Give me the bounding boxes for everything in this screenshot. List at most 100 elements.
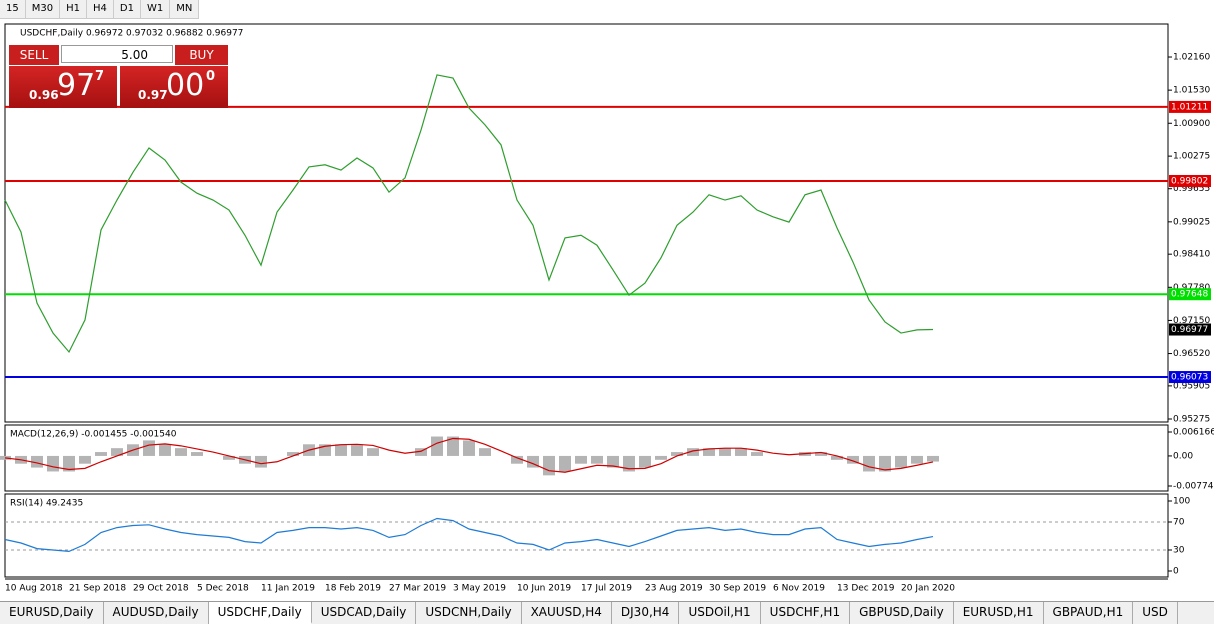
timeframe-button[interactable]: H1 [60,0,87,18]
y-tick-label: 0.98410 [1173,250,1210,260]
timeframe-button[interactable]: W1 [141,0,171,18]
chart-tab[interactable]: USDCHF,H1 [761,602,851,624]
timeframe-button[interactable]: 15 [0,0,26,18]
y-tick-label: 0.99025 [1173,217,1210,227]
x-tick-label: 20 Jan 2020 [901,584,955,594]
histogram-bar [159,444,171,456]
x-tick-label: 21 Sep 2018 [69,584,126,594]
x-tick-label: 11 Jan 2019 [261,584,315,594]
level-label-box [1169,371,1211,384]
timeframe-button[interactable]: H4 [87,0,114,18]
histogram-bar [927,455,939,462]
histogram-bar [335,444,347,456]
histogram-bar [719,448,731,456]
chart-tab[interactable]: USDCHF,Daily [208,602,312,624]
chart-tab[interactable]: USDCNH,Daily [416,602,522,624]
y-tick-label: 0 [1173,567,1179,577]
histogram-bar [607,455,619,468]
price-frac: 7 [95,69,105,84]
price-pips: 97 [57,68,96,103]
y-tick-label: 0.97780 [1173,283,1210,293]
histogram-bar [911,455,923,464]
histogram-bar [511,455,523,464]
series-line [4,517,934,553]
timeframe-button[interactable]: D1 [114,0,141,18]
series-line [4,437,934,473]
y-tick-label: 1.00275 [1173,152,1210,162]
histogram-bar [431,436,443,456]
histogram-bar [735,448,747,456]
y-tick-label: 0.95905 [1173,381,1210,391]
y-tick-label: 0.006166 [1173,427,1214,437]
buy-price[interactable]: 0.97 00 0 [120,66,228,108]
chart-tab[interactable]: EURUSD,Daily [0,602,104,624]
histogram-bar [687,448,699,456]
chart-window: 1.02160 1.01530 1.00900 1.00275 0.99655 0.990… [0,23,1214,594]
chart-tab[interactable]: USDOil,H1 [679,602,761,624]
histogram-bar [175,448,187,456]
timeframe-button[interactable]: MN [170,0,200,18]
current-price: 0.96977 [1171,325,1208,335]
histogram-bar [575,455,587,464]
histogram-bar [815,452,827,456]
series-line [4,74,934,354]
histogram-bar [527,455,539,468]
lot-input[interactable]: 5.00 [61,45,173,63]
one-click-trading: SELL 5.00 BUY 0.96 97 7 0.97 00 0 [9,45,228,109]
chart-tab[interactable]: XAUUSD,H4 [522,602,612,624]
price-pips: 00 [166,68,205,103]
histogram-bar [111,448,123,456]
level-label-box [1169,100,1211,113]
histogram-bar [319,444,331,456]
price-big: 0.97 [138,88,168,102]
x-tick-label: 29 Oct 2018 [133,584,189,594]
y-tick-label: 0.96520 [1173,349,1210,359]
histogram-bar [223,455,235,460]
chart-tab[interactable]: GBPUSD,Daily [850,602,954,624]
y-tick-label: 100 [1173,497,1190,507]
timeframe-button[interactable]: M30 [26,0,61,18]
y-tick-label: -0.007745 [1173,482,1214,492]
histogram-bar [879,455,891,472]
level-label: 0.96073 [1171,373,1208,383]
x-tick-label: 17 Jul 2019 [581,584,632,594]
sell-price[interactable]: 0.96 97 7 [9,66,117,108]
histogram-bar [367,448,379,456]
level-label: 0.99802 [1171,176,1208,186]
chart-tab[interactable]: GBPAUD,H1 [1044,602,1134,624]
chart-tab[interactable]: USDCAD,Daily [312,602,417,624]
x-tick-label: 6 Nov 2019 [773,584,825,594]
panel-frame [4,493,1169,578]
x-tick-label: 27 Mar 2019 [389,584,446,594]
x-tick-label: 30 Sep 2019 [709,584,766,594]
x-tick-label: 5 Dec 2018 [197,584,249,594]
y-tick-label: 1.01530 [1173,86,1210,96]
histogram-bar [847,455,859,464]
chart-tab[interactable]: EURUSD,H1 [954,602,1044,624]
histogram-bar [143,440,155,456]
histogram-bar [191,452,203,456]
histogram-bar [655,455,667,460]
histogram-bar [591,455,603,464]
buy-button[interactable]: BUY [175,45,228,65]
panel-title: USDCHF,Daily 0.96972 0.97032 0.96882 0.9… [20,29,243,39]
histogram-bar [671,452,683,456]
level-label-box [1169,174,1211,187]
sell-button[interactable]: SELL [9,45,59,65]
y-tick-label: 0.97150 [1173,316,1210,326]
chart-tab[interactable]: AUDUSD,Daily [104,602,209,624]
chart-tab[interactable]: DJ30,H4 [612,602,680,624]
histogram-bar [79,455,91,464]
x-tick-label: 13 Dec 2019 [837,584,895,594]
histogram-bar [415,448,427,456]
y-tick-label: 0.99655 [1173,184,1210,194]
y-tick-label: 1.00900 [1173,119,1210,129]
histogram-bar [863,455,875,472]
x-tick-label: 10 Aug 2018 [5,584,63,594]
panel-title: RSI(14) 49.2435 [10,499,83,509]
chart-tab[interactable]: USD [1133,602,1178,624]
histogram-bar [31,455,43,468]
chart-tabs: EURUSD,Daily AUDUSD,Daily USDCHF,Daily USDC… [0,601,1214,624]
level-label: 0.97648 [1171,290,1208,300]
